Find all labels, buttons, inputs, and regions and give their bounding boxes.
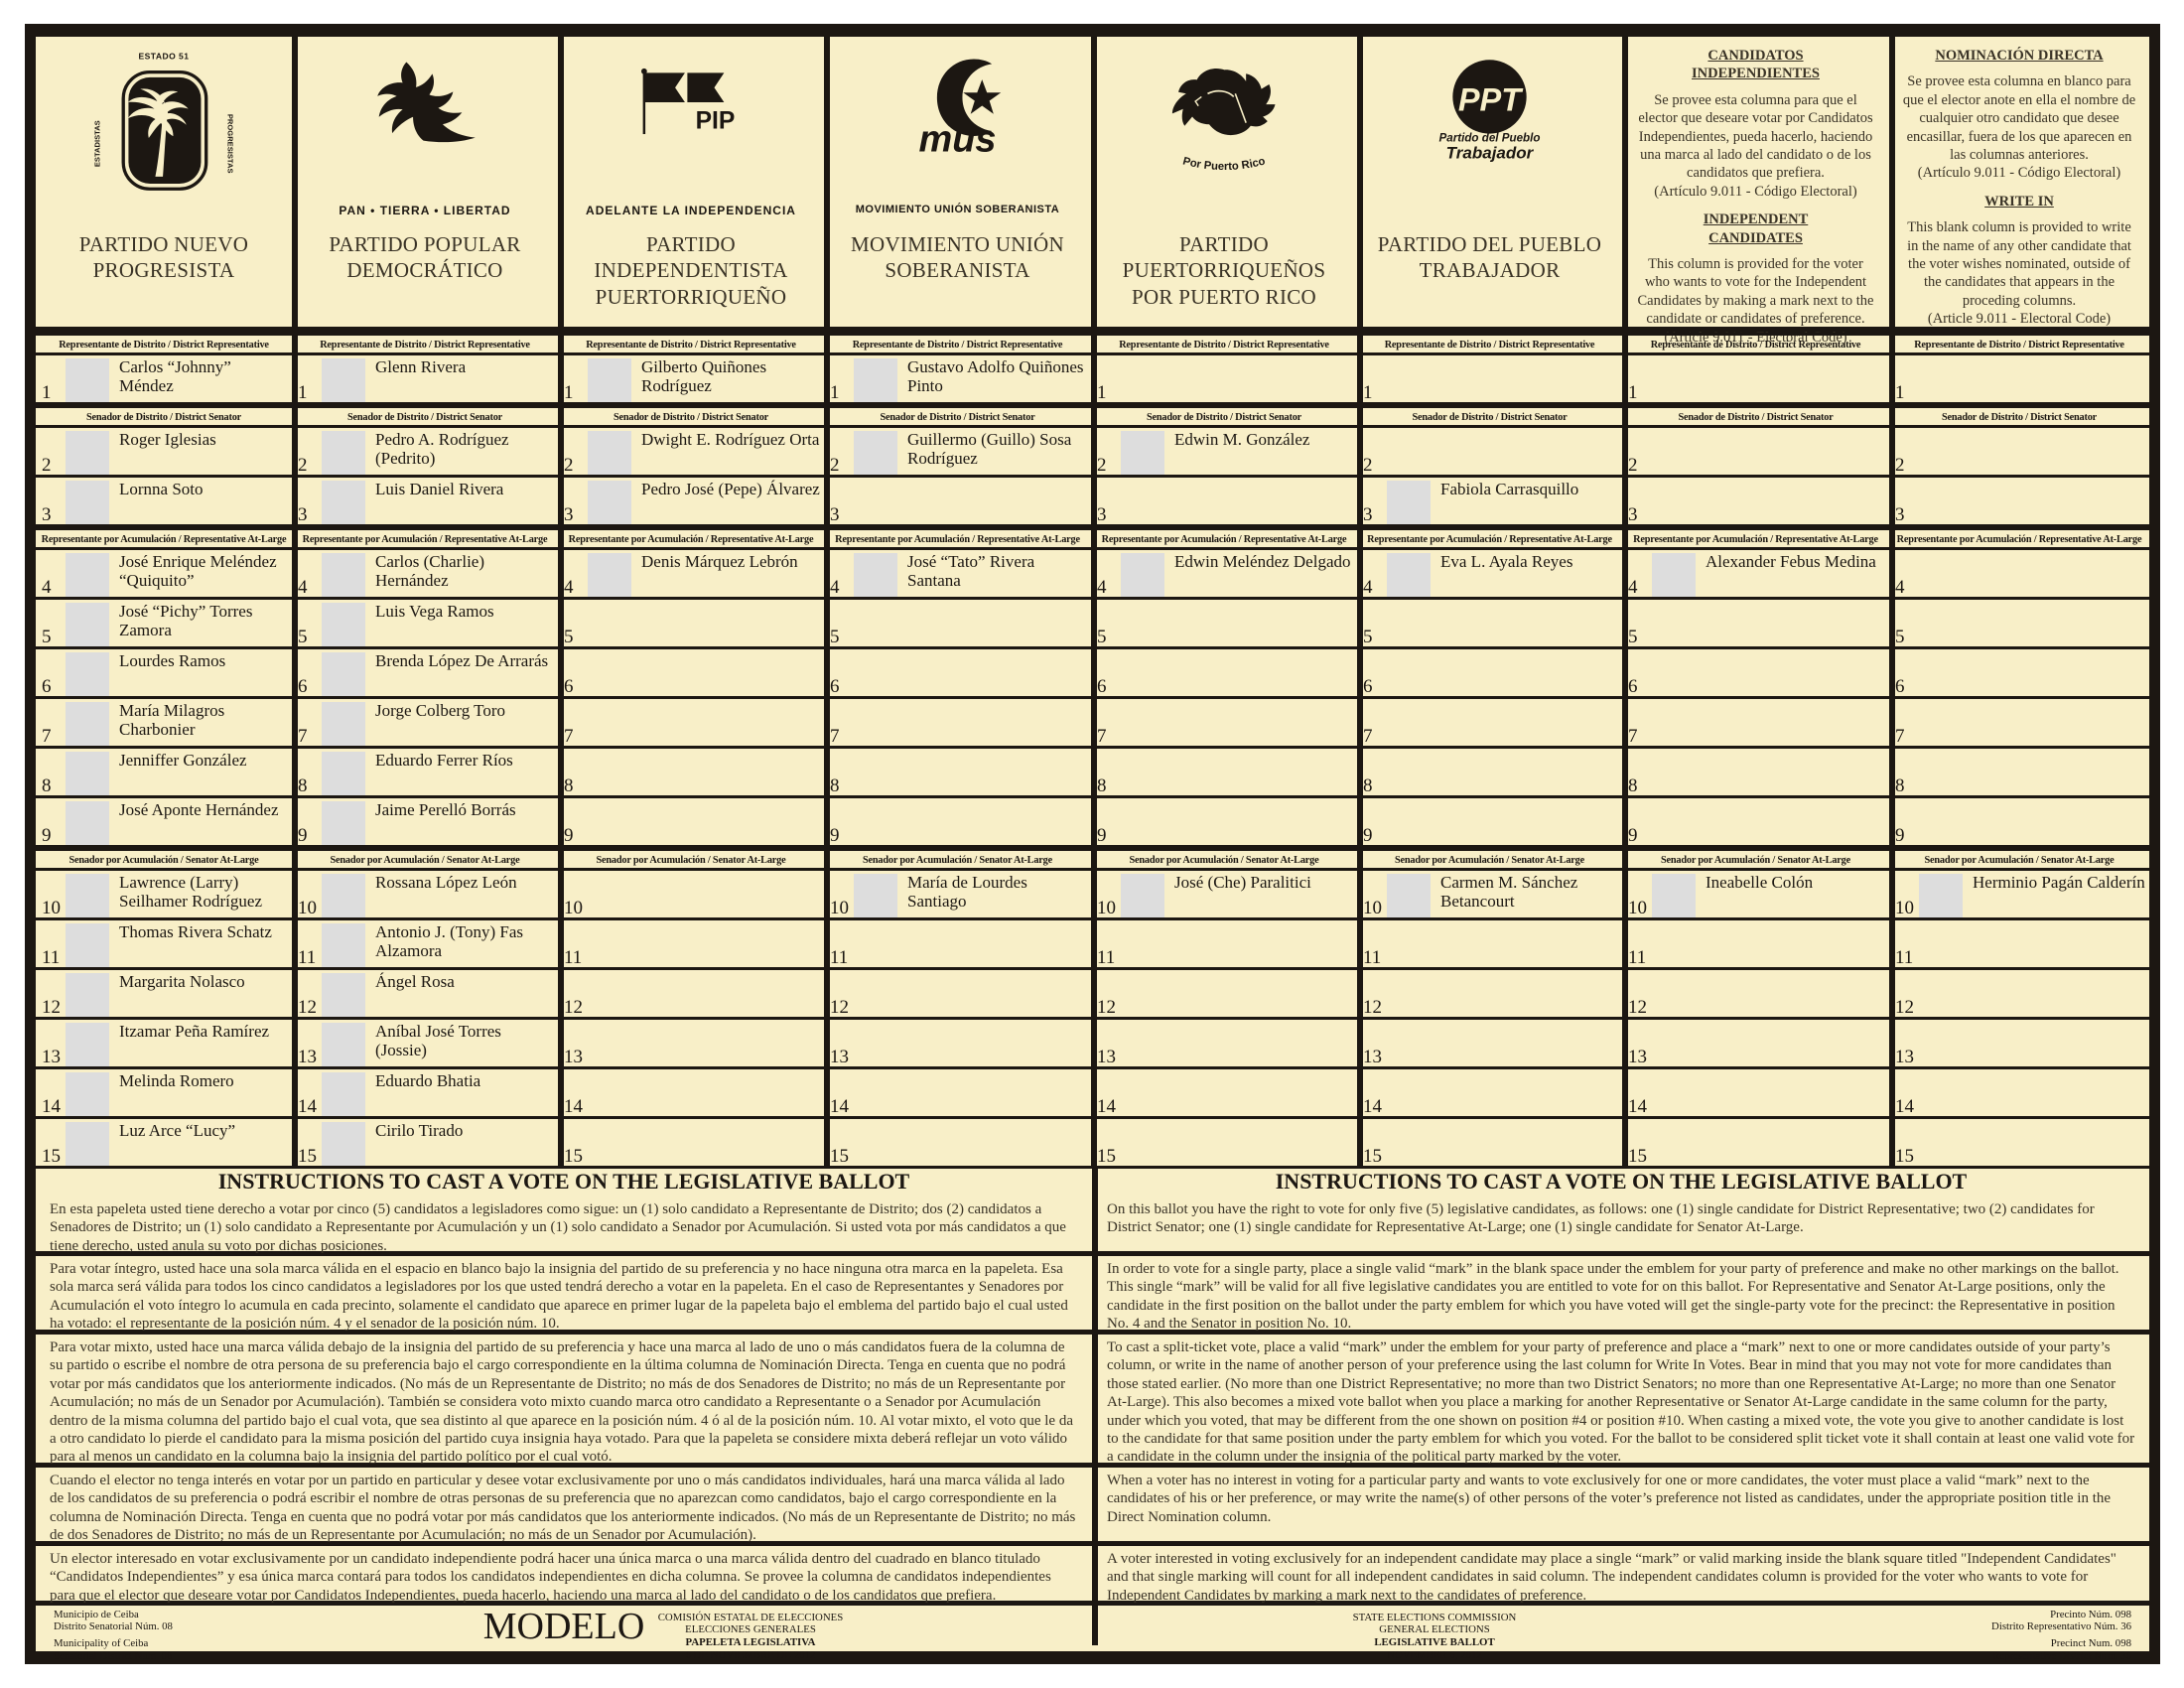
svg-text:Por Puerto Rico: Por Puerto Rico <box>1181 155 1267 173</box>
svg-text:mus: mus <box>918 119 996 161</box>
svg-text:PPT: PPT <box>1458 81 1524 117</box>
svg-text:Trabajador: Trabajador <box>1446 143 1535 162</box>
svg-text:ESTADISTAS: ESTADISTAS <box>92 120 101 167</box>
svg-text:Partido del Pueblo: Partido del Pueblo <box>1439 131 1541 144</box>
svg-text:PROGRESISTAS: PROGRESISTAS <box>226 114 235 174</box>
svg-text:ESTADO 51: ESTADO 51 <box>139 51 190 61</box>
svg-text:PIP: PIP <box>695 107 735 134</box>
